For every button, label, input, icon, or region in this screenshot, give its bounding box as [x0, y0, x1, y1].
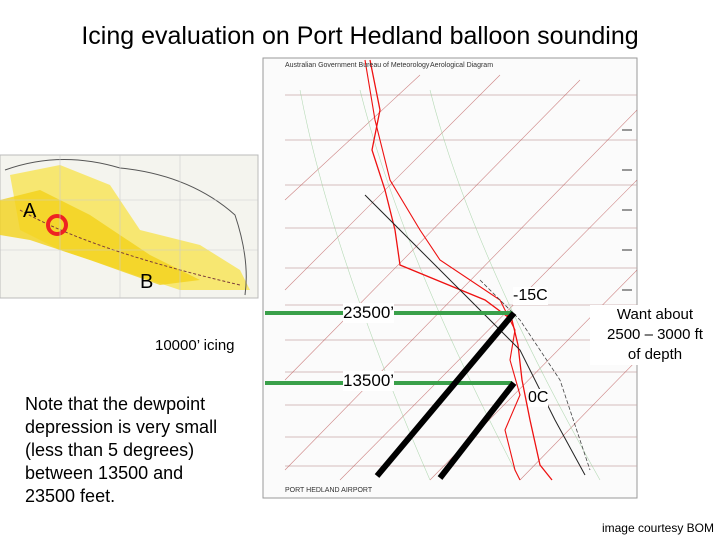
lower-temp: 0C [528, 389, 549, 407]
aerological-diagram: Australian Government Bureau of Meteorol… [262, 57, 638, 499]
diagram-station: PORT HEDLAND AIRPORT [285, 487, 373, 494]
icing-label: 10000’ icing [155, 337, 235, 354]
credit: image courtesy BOM [601, 521, 714, 535]
lower-height: 13500’ [343, 371, 395, 391]
map-label-b: B [140, 271, 154, 293]
note-line: depression is very small [25, 417, 218, 437]
depth-line: 2500 – 3000 ft [607, 326, 703, 343]
note-line: between 13500 and [25, 463, 184, 483]
upper-height: 23500’ [343, 303, 395, 323]
map [0, 154, 259, 299]
diagram-heading: Aerological Diagram [430, 62, 493, 69]
slide-title: Icing evaluation on Port Hedland balloon… [81, 22, 639, 50]
depth-line: of depth [627, 346, 683, 363]
note-line: 23500 feet. [25, 486, 116, 506]
note-line: Note that the dewpoint [25, 394, 206, 414]
note: Note that the dewpoint depression is ver… [25, 393, 217, 508]
upper-temp: -15C [513, 287, 548, 305]
depth-line: Want about [616, 306, 694, 323]
map-label-a: A [23, 200, 37, 222]
note-line: (less than 5 degrees) [25, 440, 195, 460]
diagram-agency: Australian Government Bureau of Meteorol… [285, 62, 430, 69]
depth-note: Want about 2500 – 3000 ft of depth [590, 305, 720, 365]
